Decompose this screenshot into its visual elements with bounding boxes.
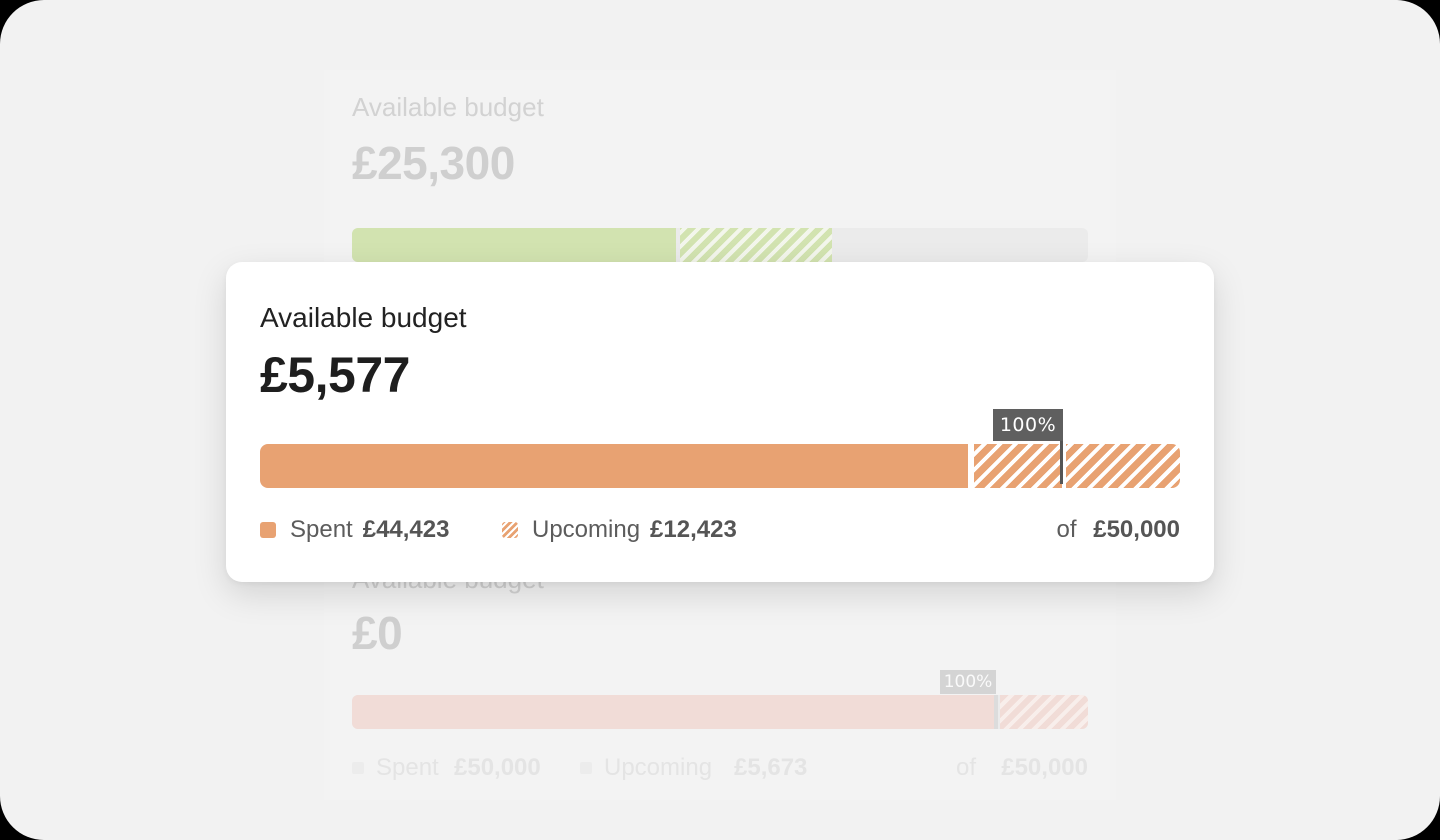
over-limit-upcoming-segment (1066, 444, 1180, 488)
limit-marker-line (994, 695, 998, 729)
budget-progress-bar (260, 444, 1180, 488)
upcoming-value: £5,673 (734, 754, 808, 781)
spent-value: £44,423 (362, 516, 450, 543)
budget-label: Available budget (352, 92, 544, 122)
spent-swatch (260, 522, 276, 538)
budget-label: Available budget (260, 302, 467, 333)
budget-legend: Spent £44,423 Upcoming £12,423 of £50,00… (260, 516, 1180, 546)
budget-bar (352, 695, 1088, 729)
total-value: £50,000 (1093, 516, 1180, 543)
limit-marker-badge: 100% (993, 409, 1063, 441)
legend-upcoming: Upcoming £12,423 (502, 516, 737, 544)
budget-amount: £5,577 (260, 347, 410, 403)
total-prefix: of (955, 754, 976, 781)
spent-segment (352, 695, 994, 729)
upcoming-value: £12,423 (650, 516, 737, 543)
upcoming-swatch (580, 762, 592, 774)
total-value: £50,000 (1001, 754, 1088, 781)
spent-swatch (352, 762, 364, 774)
budget-card: Available budget £5,577 100% Spent £44,4… (226, 262, 1214, 582)
legend-spent: Spent £44,423 (260, 516, 449, 544)
limit-marker-line (1060, 434, 1063, 484)
upcoming-swatch (502, 522, 518, 538)
upcoming-segment (1000, 695, 1088, 729)
upcoming-segment (974, 444, 1062, 488)
spent-label: Spent (376, 754, 439, 781)
spent-segment (260, 444, 968, 488)
total-prefix: of (1056, 516, 1077, 543)
budget-amount: £0 (352, 607, 403, 659)
limit-marker-badge: 100% (940, 670, 996, 694)
budget-card-overspent: Available budget £0 100% Spent £50,000 U… (324, 540, 1116, 800)
budget-amount: £25,300 (352, 137, 515, 189)
legend-total: of £50,000 (1057, 516, 1180, 544)
budget-bar (352, 228, 1088, 262)
spent-segment (352, 228, 676, 262)
upcoming-label: Upcoming (532, 516, 641, 543)
upcoming-segment (680, 228, 832, 262)
upcoming-label: Upcoming (604, 754, 713, 781)
spent-value: £50,000 (454, 754, 541, 781)
spent-label: Spent (290, 516, 353, 543)
